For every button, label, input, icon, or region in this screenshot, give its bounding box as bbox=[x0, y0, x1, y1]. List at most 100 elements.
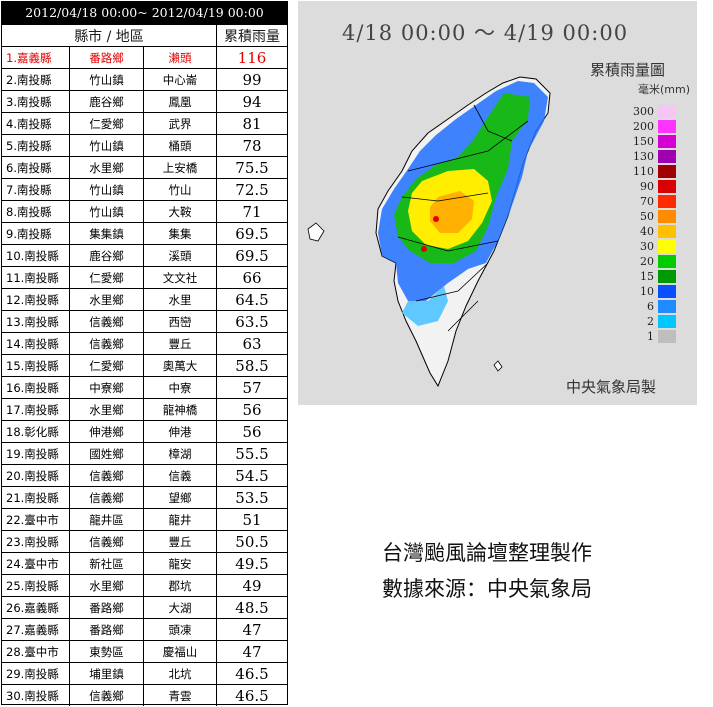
town-cell: 集集鎮 bbox=[70, 223, 144, 244]
county-name: 嘉義縣 bbox=[24, 600, 59, 615]
header-rainfall: 累積雨量 bbox=[224, 28, 280, 45]
table-row: 26. 嘉義縣 番路鄉 大湖 48.5 bbox=[2, 596, 287, 618]
station-cell: 桶頭 bbox=[144, 135, 217, 156]
rank-county-cell: 14. 南投縣 bbox=[2, 333, 70, 354]
rank-county-cell: 21. 南投縣 bbox=[2, 487, 70, 508]
legend-item: 110 bbox=[624, 164, 684, 179]
legend-item: 2 bbox=[624, 314, 684, 329]
town-cell: 鹿谷鄉 bbox=[70, 245, 144, 266]
rainfall-cell: 63 bbox=[242, 334, 262, 353]
rainfall-cell: 78 bbox=[242, 136, 262, 155]
legend-item: 300 bbox=[624, 104, 684, 119]
legend-label: 300 bbox=[633, 105, 654, 118]
table-row: 20. 南投縣 信義鄉 信義 54.5 bbox=[2, 464, 287, 486]
rainfall-cell: 53.5 bbox=[235, 488, 269, 507]
town-cell: 仁愛鄉 bbox=[70, 267, 144, 288]
legend-label: 20 bbox=[640, 255, 654, 268]
county-name: 南投縣 bbox=[16, 72, 52, 87]
table-row: 7. 南投縣 竹山鎮 竹山 72.5 bbox=[2, 178, 287, 200]
rainfall-cell: 116 bbox=[237, 48, 267, 67]
table-row: 1. 嘉義縣 番路鄉 瀨頭 116 bbox=[2, 46, 287, 68]
rainfall-cell: 46.5 bbox=[235, 664, 269, 683]
town-cell: 番路鄉 bbox=[70, 47, 144, 68]
table-row: 21. 南投縣 信義鄉 望鄉 53.5 bbox=[2, 486, 287, 508]
county-name: 彰化縣 bbox=[24, 424, 59, 439]
station-cell: 信義 bbox=[144, 465, 217, 486]
legend-swatch bbox=[658, 165, 676, 178]
rank-county-cell: 28. 臺中市 bbox=[2, 641, 70, 662]
town-cell: 竹山鎮 bbox=[70, 69, 144, 90]
rainfall-cell: 71 bbox=[242, 202, 262, 221]
legend-label: 130 bbox=[633, 150, 654, 163]
table-row: 9. 南投縣 集集鎮 集集 69.5 bbox=[2, 222, 287, 244]
county-name: 南投縣 bbox=[24, 666, 59, 681]
rank-county-cell: 26. 嘉義縣 bbox=[2, 597, 70, 618]
table-row: 17. 南投縣 水里鄉 龍神橋 56 bbox=[2, 398, 287, 420]
town-cell: 龍井區 bbox=[70, 509, 144, 530]
table-row: 27. 嘉義縣 番路鄉 頭凍 47 bbox=[2, 618, 287, 640]
rank-county-cell: 4. 南投縣 bbox=[2, 113, 70, 134]
rainfall-cell: 49 bbox=[242, 576, 262, 595]
town-cell: 東勢區 bbox=[70, 641, 144, 662]
legend-label: 30 bbox=[640, 240, 654, 253]
station-cell: 大湖 bbox=[144, 597, 217, 618]
town-cell: 中寮鄉 bbox=[70, 377, 144, 398]
town-cell: 信義鄉 bbox=[70, 333, 144, 354]
legend-item: 40 bbox=[624, 224, 684, 239]
town-cell: 竹山鎮 bbox=[70, 179, 144, 200]
rainfall-ranking-table: 2012/04/18 00:00~ 2012/04/19 00:00 縣市 / … bbox=[1, 1, 288, 706]
station-cell: 中寮 bbox=[144, 377, 217, 398]
legend-swatch bbox=[658, 120, 676, 133]
rank-county-cell: 22. 臺中市 bbox=[2, 509, 70, 530]
legend-swatch bbox=[658, 315, 676, 328]
rank-county-cell: 6. 南投縣 bbox=[2, 157, 70, 178]
rank-county-cell: 17. 南投縣 bbox=[2, 399, 70, 420]
rank-number: 13. bbox=[6, 314, 25, 329]
county-name: 南投縣 bbox=[24, 336, 59, 351]
rainfall-cell: 47 bbox=[242, 642, 262, 661]
table-row: 25. 南投縣 水里鄉 郡坑 49 bbox=[2, 574, 287, 596]
county-name: 南投縣 bbox=[24, 534, 59, 549]
caption-source: 數據來源：中央氣象局 bbox=[382, 577, 592, 601]
rank-county-cell: 19. 南投縣 bbox=[2, 443, 70, 464]
town-cell: 鹿谷鄉 bbox=[70, 91, 144, 112]
station-cell: 樟湖 bbox=[144, 443, 217, 464]
rainfall-cell: 63.5 bbox=[235, 312, 269, 331]
rank-number: 25. bbox=[6, 578, 25, 593]
rank-county-cell: 10. 南投縣 bbox=[2, 245, 70, 266]
station-cell: 上安橋 bbox=[144, 157, 217, 178]
county-name: 南投縣 bbox=[24, 380, 59, 395]
rank-county-cell: 18. 彰化縣 bbox=[2, 421, 70, 442]
table-row: 19. 南投縣 國姓鄉 樟湖 55.5 bbox=[2, 442, 287, 464]
legend-swatch bbox=[658, 330, 676, 343]
legend-swatch bbox=[658, 300, 676, 313]
caption: 台灣颱風論壇整理製作 數據來源：中央氣象局 bbox=[382, 535, 592, 607]
table-row: 5. 南投縣 竹山鎮 桶頭 78 bbox=[2, 134, 287, 156]
table-row: 14. 南投縣 信義鄉 豐丘 63 bbox=[2, 332, 287, 354]
station-cell: 北坑 bbox=[144, 663, 217, 684]
county-name: 臺中市 bbox=[24, 644, 59, 659]
county-name: 南投縣 bbox=[16, 226, 52, 241]
rank-number: 15. bbox=[6, 358, 25, 373]
rainfall-cell: 56 bbox=[242, 400, 262, 419]
rank-number: 26. bbox=[6, 600, 25, 615]
county-name: 南投縣 bbox=[24, 446, 59, 461]
rank-county-cell: 27. 嘉義縣 bbox=[2, 619, 70, 640]
legend-item: 1 bbox=[624, 329, 684, 344]
table-row: 12. 南投縣 水里鄉 水里 64.5 bbox=[2, 288, 287, 310]
rank-county-cell: 12. 南投縣 bbox=[2, 289, 70, 310]
rainfall-cell: 54.5 bbox=[235, 466, 269, 485]
table-row: 6. 南投縣 水里鄉 上安橋 75.5 bbox=[2, 156, 287, 178]
green-island bbox=[493, 360, 503, 372]
station-cell: 竹山 bbox=[144, 179, 217, 200]
county-borders bbox=[397, 104, 529, 332]
rainfall-cell: 81 bbox=[242, 114, 262, 133]
station-cell: 龍神橋 bbox=[144, 399, 217, 420]
town-cell: 番路鄉 bbox=[70, 597, 144, 618]
rank-county-cell: 1. 嘉義縣 bbox=[2, 47, 70, 68]
rainfall-cell: 99 bbox=[242, 70, 262, 89]
legend-swatch bbox=[658, 240, 676, 253]
rank-county-cell: 16. 南投縣 bbox=[2, 377, 70, 398]
town-cell: 埔里鎮 bbox=[70, 663, 144, 684]
rank-number: 18. bbox=[6, 424, 25, 439]
